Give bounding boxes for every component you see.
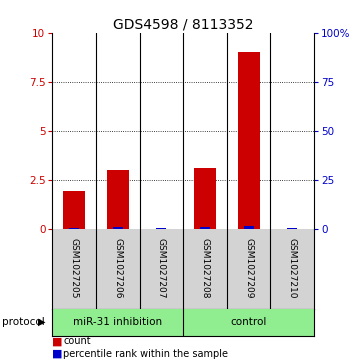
Bar xyxy=(287,228,297,229)
Text: control: control xyxy=(230,317,267,327)
Text: ■: ■ xyxy=(52,336,63,346)
Text: GSM1027210: GSM1027210 xyxy=(288,238,297,299)
Text: miR-31 inhibition: miR-31 inhibition xyxy=(73,317,162,327)
Text: percentile rank within the sample: percentile rank within the sample xyxy=(63,349,228,359)
Bar xyxy=(244,226,253,229)
Text: GSM1027205: GSM1027205 xyxy=(70,238,79,299)
Bar xyxy=(63,191,85,229)
Text: ▶: ▶ xyxy=(38,317,45,327)
Text: GSM1027208: GSM1027208 xyxy=(200,238,209,299)
Bar xyxy=(69,228,79,229)
Bar xyxy=(200,227,210,229)
Bar xyxy=(113,227,123,229)
Text: ■: ■ xyxy=(52,349,63,359)
Text: GSM1027206: GSM1027206 xyxy=(113,238,122,299)
Text: count: count xyxy=(63,336,91,346)
Bar xyxy=(107,170,129,229)
Bar xyxy=(156,228,166,229)
Text: GSM1027207: GSM1027207 xyxy=(157,238,166,299)
Text: protocol: protocol xyxy=(2,317,44,327)
Text: GSM1027209: GSM1027209 xyxy=(244,238,253,299)
Title: GDS4598 / 8113352: GDS4598 / 8113352 xyxy=(113,17,253,32)
Bar xyxy=(238,52,260,229)
Bar xyxy=(194,168,216,229)
